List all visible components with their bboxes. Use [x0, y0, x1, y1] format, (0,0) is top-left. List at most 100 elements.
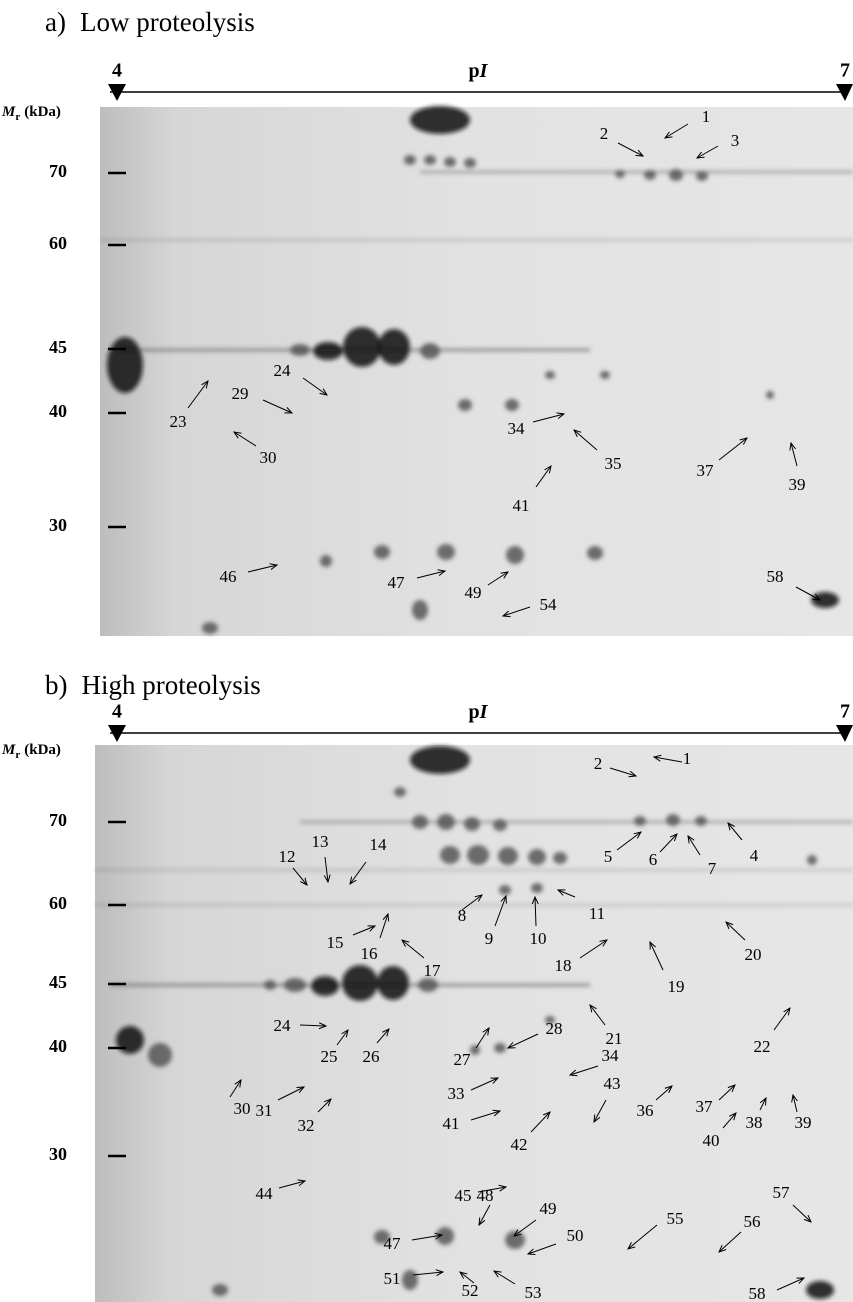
gel-spot [410, 106, 470, 134]
y-tick-label: 40 [49, 401, 67, 421]
y-tick-label: 70 [49, 161, 67, 181]
spot-arrow [530, 1112, 550, 1133]
spot-arrow [665, 123, 689, 138]
spot-label: 1 [702, 107, 711, 126]
spot-arrow [470, 1078, 498, 1091]
gel-spot [402, 1270, 418, 1290]
y-tick-label: 70 [49, 810, 67, 830]
spot-arrow [532, 414, 564, 423]
gel-spot [374, 545, 390, 559]
spot-arrow [558, 890, 576, 898]
gel-spot [470, 1045, 480, 1055]
gel-spot [806, 1281, 834, 1299]
gel-spot [505, 399, 519, 411]
panel-label: a) [45, 7, 66, 37]
gel-spot [377, 966, 409, 1000]
panel-title-text: Low proteolysis [80, 7, 255, 37]
spot-arrow [494, 896, 506, 927]
spot-arrow [503, 606, 531, 616]
gel-spot [116, 1026, 144, 1054]
gel-spot [464, 158, 476, 168]
spot-label: 36 [637, 1101, 654, 1120]
spot-label: 1 [683, 749, 692, 768]
gel-spot [107, 337, 143, 393]
spot-label: 24 [274, 1016, 292, 1035]
spot-label: 48 [477, 1186, 494, 1205]
gel-spot [695, 816, 707, 826]
spot-label: 39 [795, 1113, 812, 1132]
spot-label: 38 [746, 1113, 763, 1132]
spot-label: 50 [567, 1226, 584, 1245]
gel-spot [811, 592, 839, 608]
spot-label: 5 [604, 847, 613, 866]
spot-label: 49 [540, 1199, 557, 1218]
spot-arrow [759, 1098, 766, 1111]
spot-arrow [292, 867, 307, 885]
spot-label: 22 [754, 1037, 771, 1056]
spot-label: 43 [604, 1074, 621, 1093]
spot-arrow [487, 572, 508, 586]
axis-label-plain: p [469, 701, 480, 723]
spot-label: 53 [525, 1283, 542, 1302]
spot-label: 13 [312, 832, 329, 851]
spot-arrow [477, 1187, 506, 1193]
spot-arrow [278, 1181, 305, 1189]
axis-start: 4 [112, 60, 122, 82]
spot-label: 6 [649, 850, 658, 869]
spot-label: 56 [744, 1212, 761, 1231]
spot-arrow [262, 399, 292, 413]
gel-spot [669, 169, 683, 181]
spot-arrow [650, 942, 664, 971]
spot-label: 40 [703, 1131, 720, 1150]
gel-spot [264, 980, 276, 990]
spot-arrow [654, 757, 683, 763]
gel-spot [320, 555, 332, 567]
spot-arrow [570, 1065, 599, 1075]
axis-label-italic: I [479, 60, 489, 82]
spot-label: 49 [465, 583, 482, 602]
spot-label: 10 [530, 929, 547, 948]
spot-label: 25 [321, 1047, 338, 1066]
spot-arrow [659, 834, 677, 853]
axis-arrow-right [836, 84, 853, 101]
spot-label: 31 [256, 1101, 273, 1120]
spot-label: 37 [696, 1097, 714, 1116]
spot-label: 58 [767, 567, 784, 586]
gel-spot [494, 1043, 506, 1053]
y-axis-subscript: r [15, 749, 20, 761]
gel-spot [634, 816, 646, 826]
spot-arrow [514, 1219, 537, 1236]
spot-label: 39 [789, 475, 806, 494]
gel-spot [545, 371, 555, 379]
spot-arrow [609, 767, 636, 776]
spot-arrow [590, 1005, 606, 1026]
gel-image [95, 745, 853, 1302]
gel-spot [212, 1284, 228, 1296]
gel-spot [420, 343, 440, 359]
spot-label: 17 [424, 961, 442, 980]
panel-title-text: High proteolysis [82, 670, 261, 700]
gel-spot [424, 155, 436, 165]
spot-arrow [718, 438, 747, 461]
spot-label: 41 [443, 1114, 460, 1133]
spot-arrow [616, 832, 641, 851]
spot-label: 12 [279, 847, 296, 866]
gel-spot [615, 170, 625, 178]
spot-arrow [792, 1204, 811, 1222]
y-axis-symbol: M [1, 742, 16, 758]
spot-label: 4 [750, 846, 759, 865]
spot-arrow [379, 914, 388, 939]
gel-spot [374, 1230, 390, 1244]
axis-arrow-left [108, 84, 126, 101]
spot-arrow [412, 1272, 443, 1275]
axis-label: pI [469, 701, 489, 723]
spot-arrow [719, 1231, 742, 1252]
spot-arrow [728, 823, 743, 841]
spot-label: 55 [667, 1209, 684, 1228]
gel-spot [290, 344, 310, 356]
panel-title: a) Low proteolysis [45, 7, 255, 37]
gel-spot [313, 342, 343, 360]
axis-end: 7 [840, 60, 850, 82]
spot-label: 23 [170, 412, 187, 431]
